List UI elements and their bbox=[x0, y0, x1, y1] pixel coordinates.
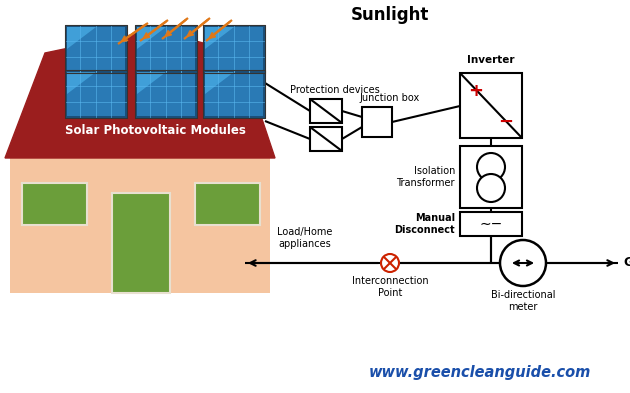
Text: Manual
Disconnect: Manual Disconnect bbox=[394, 213, 455, 235]
Bar bbox=[460, 73, 522, 138]
Bar bbox=[10, 158, 270, 293]
Bar bbox=[65, 70, 127, 118]
Bar bbox=[112, 193, 170, 293]
Text: Bi-directional
meter: Bi-directional meter bbox=[491, 290, 555, 312]
Text: Inverter: Inverter bbox=[467, 55, 515, 65]
Polygon shape bbox=[5, 30, 275, 158]
Bar bbox=[65, 70, 127, 118]
Bar bbox=[135, 70, 197, 118]
Text: Sunlight: Sunlight bbox=[351, 6, 429, 24]
Polygon shape bbox=[205, 72, 234, 94]
Bar bbox=[195, 183, 260, 225]
Circle shape bbox=[477, 153, 505, 181]
Bar bbox=[205, 27, 263, 71]
Text: Grid: Grid bbox=[623, 257, 630, 270]
Bar bbox=[137, 72, 195, 116]
Bar bbox=[203, 25, 265, 73]
Bar bbox=[310, 99, 342, 123]
Circle shape bbox=[477, 174, 505, 202]
Circle shape bbox=[381, 254, 399, 272]
Polygon shape bbox=[137, 72, 166, 94]
Polygon shape bbox=[137, 27, 166, 49]
Bar bbox=[310, 127, 342, 151]
Bar bbox=[135, 70, 197, 118]
Text: +: + bbox=[469, 82, 483, 100]
Text: Junction box: Junction box bbox=[360, 93, 420, 103]
Bar bbox=[135, 25, 197, 73]
Polygon shape bbox=[205, 27, 234, 49]
Bar bbox=[362, 107, 392, 137]
Text: ∼−: ∼− bbox=[479, 217, 503, 231]
Text: Interconnection
Point: Interconnection Point bbox=[352, 276, 428, 298]
Bar bbox=[203, 25, 265, 73]
Bar bbox=[65, 25, 127, 73]
Text: Protection devices: Protection devices bbox=[290, 85, 380, 95]
Bar bbox=[65, 25, 127, 73]
Bar bbox=[203, 70, 265, 118]
Bar bbox=[205, 72, 263, 116]
Polygon shape bbox=[67, 27, 96, 49]
Text: www.greencleanguide.com: www.greencleanguide.com bbox=[369, 365, 591, 380]
Bar bbox=[67, 27, 125, 71]
Bar bbox=[135, 25, 197, 73]
Bar bbox=[22, 183, 87, 225]
Bar bbox=[460, 146, 522, 208]
Circle shape bbox=[500, 240, 546, 286]
Text: Solar Photovoltaic Modules: Solar Photovoltaic Modules bbox=[64, 125, 246, 138]
Bar bbox=[203, 70, 265, 118]
Text: Isolation
Transformer: Isolation Transformer bbox=[396, 166, 455, 188]
Polygon shape bbox=[67, 72, 96, 94]
Bar bbox=[137, 27, 195, 71]
Text: −: − bbox=[498, 113, 513, 131]
Bar bbox=[67, 72, 125, 116]
Text: Load/Home
appliances: Load/Home appliances bbox=[277, 228, 333, 249]
Bar bbox=[460, 212, 522, 236]
